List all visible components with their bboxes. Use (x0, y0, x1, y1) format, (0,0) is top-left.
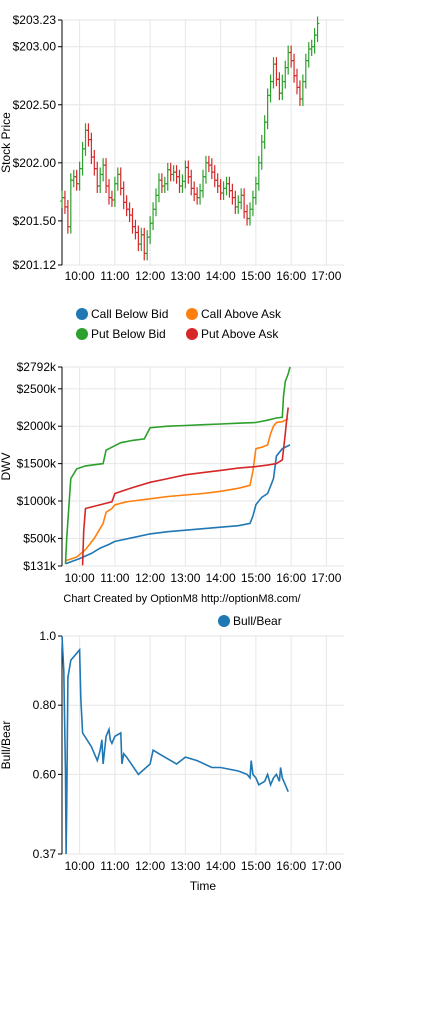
stock-price-chart: 10:00 11:00 12:00 13:00 14:00 15:00 16:00 17:00… (0, 13, 344, 283)
legend: Bull/Bear (218, 614, 282, 628)
series-line-put-below-bid (64, 366, 291, 564)
legend-item[interactable]: Call Below Bid (76, 307, 168, 321)
chart-credit[interactable]: Chart Created by OptionM8 http://optionM… (63, 593, 301, 605)
y-tick-label: $1500k (17, 457, 57, 471)
x-tick-label: 17:00 (311, 859, 341, 873)
series-line-call-below-bid (65, 444, 291, 565)
legend-item[interactable]: Put Below Bid (76, 327, 166, 341)
x-tick-label: 14:00 (206, 859, 236, 873)
y-tick-label: 0.80 (33, 698, 57, 712)
series-line-call-above-ask (65, 418, 289, 562)
y-tick-label: $203.23 (13, 13, 57, 27)
legend-label: Put Above Ask (201, 327, 279, 341)
y-tick-label: 0.37 (33, 847, 57, 861)
y-tick-label: $201.50 (13, 214, 57, 228)
y-tick-label: $2500k (17, 382, 57, 396)
y-tick-label: $201.12 (13, 258, 57, 272)
y-tick-label: $1000k (17, 494, 57, 508)
x-tick-label: 13:00 (170, 859, 200, 873)
y-tick-label: $131k (23, 559, 57, 573)
x-tick-label: 13:00 (170, 269, 200, 283)
y-tick-label: $2792k (17, 360, 57, 374)
x-tick-label: 10:00 (65, 571, 95, 585)
y-tick-label: $202.50 (13, 98, 57, 112)
x-tick-label: 14:00 (206, 269, 236, 283)
legend-label: Call Below Bid (91, 307, 168, 321)
x-tick-label: 16:00 (276, 269, 306, 283)
x-tick-label: 15:00 (241, 269, 271, 283)
y-tick-label: $202.00 (13, 156, 57, 170)
legend: Call Below Bid Call Above Ask Put Below Bi… (76, 307, 282, 341)
x-tick-label: 15:00 (241, 571, 271, 585)
bull-bear-chart: 10:00 11:00 12:00 13:00 14:00 15:00 16:00 17:00… (0, 614, 344, 893)
y-axis-label: Stock Price (0, 112, 13, 173)
x-axis-label: Time (190, 879, 217, 893)
x-tick-label: 10:00 (65, 859, 95, 873)
x-tick-label: 11:00 (100, 571, 129, 585)
series-line-put-above-ask (81, 407, 289, 566)
x-tick-label: 11:00 (100, 269, 129, 283)
legend-label: Bull/Bear (233, 614, 282, 628)
series-line-bull-bear (61, 635, 289, 855)
x-tick-label: 12:00 (135, 571, 165, 585)
legend-marker (76, 328, 88, 340)
x-tick-label: 12:00 (135, 859, 165, 873)
x-tick-label: 11:00 (100, 859, 129, 873)
x-tick-label: 16:00 (276, 571, 306, 585)
x-tick-label: 17:00 (311, 269, 341, 283)
legend-label: Put Below Bid (91, 327, 166, 341)
legend-marker (218, 615, 230, 627)
y-tick-label: $500k (23, 531, 57, 545)
legend-marker (186, 328, 198, 340)
y-tick-label: 1.0 (39, 629, 56, 643)
x-tick-label: 14:00 (206, 571, 236, 585)
legend-marker (186, 308, 198, 320)
x-tick-label: 12:00 (135, 269, 165, 283)
legend-item[interactable]: Bull/Bear (218, 614, 282, 628)
x-tick-label: 17:00 (311, 571, 341, 585)
y-tick-label: 0.60 (33, 767, 57, 781)
legend-marker (76, 308, 88, 320)
x-tick-label: 13:00 (170, 571, 200, 585)
dwv-chart: 10:00 11:00 12:00 13:00 14:00 15:00 16:00 17:00… (0, 307, 344, 585)
y-axis-label: DWV (0, 453, 13, 481)
legend-item[interactable]: Put Above Ask (186, 327, 279, 341)
y-axis-label: Bull/Bear (0, 721, 13, 770)
legend-item[interactable]: Call Above Ask (186, 307, 282, 321)
y-tick-label: $203.00 (13, 40, 57, 54)
x-tick-label: 15:00 (241, 859, 271, 873)
x-tick-label: 10:00 (65, 269, 95, 283)
x-tick-label: 16:00 (276, 859, 306, 873)
legend-label: Call Above Ask (201, 307, 282, 321)
y-tick-label: $2000k (17, 419, 57, 433)
